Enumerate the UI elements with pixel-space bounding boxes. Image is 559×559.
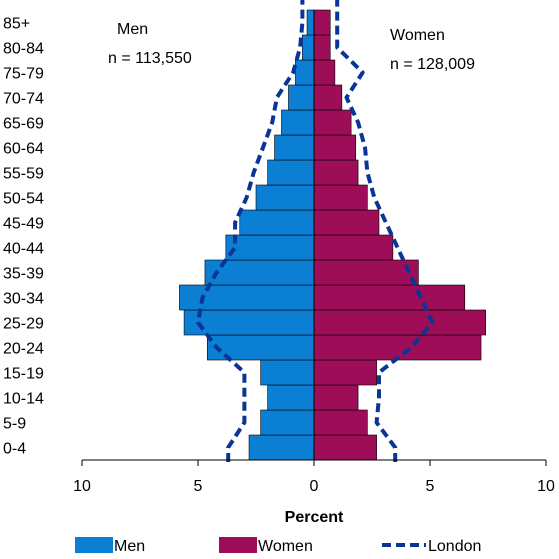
legend: Men Women London [75, 537, 481, 555]
women-bars [313, 9, 486, 461]
x-tick-label-2: 0 [310, 478, 319, 495]
bar-women-50-54 [313, 184, 368, 211]
bar-men-10-14 [267, 384, 315, 411]
age-label-15-19: 15-19 [3, 366, 44, 383]
x-axis-title: Percent [285, 509, 344, 526]
x-tick-labels: 10 5 0 5 10 [73, 478, 555, 495]
bar-men-55-59 [267, 159, 315, 186]
bar-women-5-9 [313, 409, 368, 436]
bar-women-0-4 [313, 434, 377, 461]
women-group-label: Women [390, 27, 445, 44]
bar-women-40-44 [313, 234, 394, 261]
bar-women-10-14 [313, 384, 359, 411]
bar-women-45-49 [313, 209, 380, 236]
men-bars [179, 9, 315, 461]
bar-men-70-74 [288, 84, 315, 111]
bar-women-65-69 [313, 109, 352, 136]
bar-women-25-29 [313, 309, 486, 336]
bar-women-80-84 [313, 34, 331, 61]
age-group-labels: 0-4 5-9 10-14 15-19 20-24 25-29 30-34 35-39 40-4… [3, 16, 44, 458]
age-label-55-59: 55-59 [3, 166, 44, 183]
age-label-70-74: 70-74 [3, 91, 44, 108]
age-label-80-84: 80-84 [3, 41, 44, 58]
age-label-25-29: 25-29 [3, 316, 44, 333]
x-tick-label-3: 5 [426, 478, 435, 495]
bar-men-85+ [306, 9, 315, 36]
bar-women-60-64 [313, 134, 357, 161]
bar-men-50-54 [255, 184, 315, 211]
age-label-0-4: 0-4 [3, 441, 26, 458]
bar-men-65-69 [281, 109, 315, 136]
age-label-65-69: 65-69 [3, 116, 44, 133]
bar-men-5-9 [260, 409, 315, 436]
bar-women-75-79 [313, 59, 336, 86]
bar-women-85+ [313, 9, 331, 36]
bar-men-25-29 [183, 309, 315, 336]
legend-swatch-women [219, 537, 257, 553]
age-label-20-24: 20-24 [3, 341, 44, 358]
age-label-50-54: 50-54 [3, 191, 44, 208]
bar-men-75-79 [295, 59, 315, 86]
bar-women-30-34 [313, 284, 466, 311]
bar-men-0-4 [248, 434, 315, 461]
x-tick-label-0: 10 [73, 478, 91, 495]
bar-men-80-84 [302, 34, 315, 61]
age-label-10-14: 10-14 [3, 391, 44, 408]
age-label-85+: 85+ [3, 16, 30, 33]
age-label-30-34: 30-34 [3, 291, 44, 308]
bar-men-60-64 [274, 134, 315, 161]
legend-label-london: London [428, 538, 481, 555]
london-line-men [196, 0, 305, 462]
axes [81, 10, 547, 466]
bar-men-20-24 [206, 334, 315, 361]
women-n-label: n = 128,009 [390, 56, 475, 73]
bar-women-70-74 [313, 84, 343, 111]
men-group-label: Men [117, 21, 148, 38]
bar-women-55-59 [313, 159, 359, 186]
x-tick-label-4: 10 [537, 478, 555, 495]
bar-women-15-19 [313, 359, 377, 386]
age-label-35-39: 35-39 [3, 266, 44, 283]
men-n-label: n = 113,550 [108, 50, 192, 67]
bar-men-30-34 [179, 284, 315, 311]
legend-label-men: Men [114, 538, 145, 555]
bar-men-15-19 [260, 359, 315, 386]
age-label-45-49: 45-49 [3, 216, 44, 233]
age-label-40-44: 40-44 [3, 241, 44, 258]
age-label-5-9: 5-9 [3, 416, 26, 433]
age-label-60-64: 60-64 [3, 141, 44, 158]
london-line-women [335, 0, 435, 462]
bar-women-35-39 [313, 259, 419, 286]
london-lines [196, 0, 435, 462]
x-tick-label-1: 5 [194, 478, 203, 495]
bar-men-40-44 [225, 234, 315, 261]
legend-swatch-men [75, 537, 113, 553]
age-label-75-79: 75-79 [3, 66, 44, 83]
legend-label-women: Women [258, 538, 313, 555]
bar-men-45-49 [239, 209, 315, 236]
